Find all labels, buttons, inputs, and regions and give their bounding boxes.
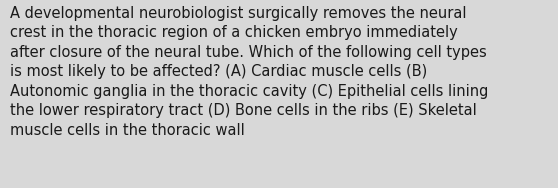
Text: A developmental neurobiologist surgically removes the neural
crest in the thorac: A developmental neurobiologist surgicall… [10,6,488,138]
